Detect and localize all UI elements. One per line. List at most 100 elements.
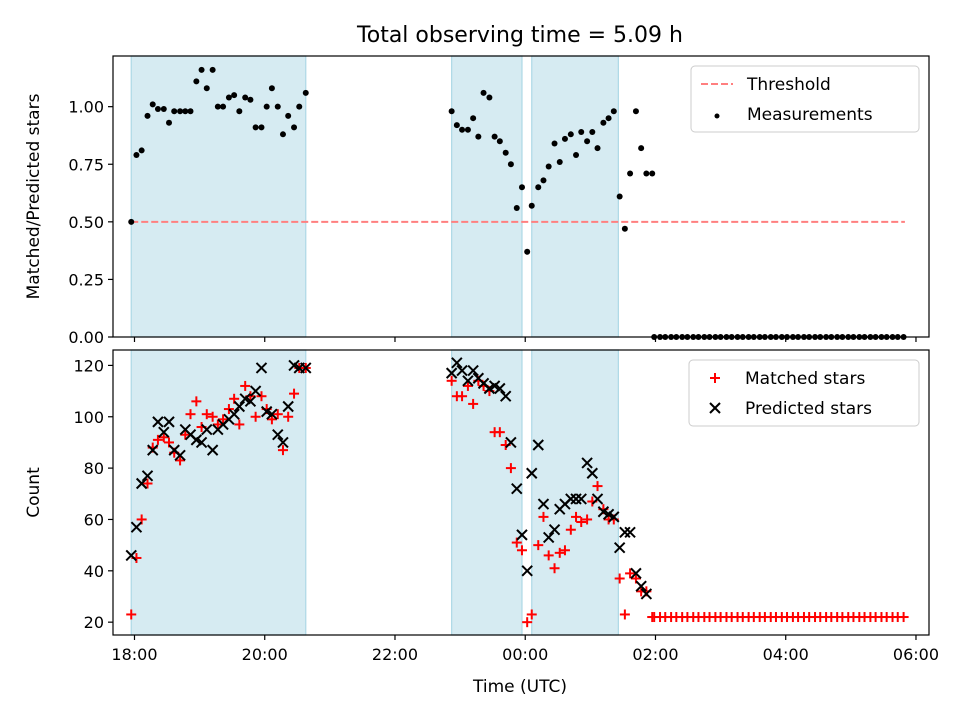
matched-star-point	[446, 375, 457, 386]
predicted-star-point	[532, 439, 544, 451]
matched-star-point	[576, 517, 587, 528]
measurement-point	[302, 89, 309, 96]
measurement-point	[296, 103, 303, 110]
measurement-point	[513, 205, 520, 212]
predicted-star-point	[233, 400, 246, 413]
predicted-star-point	[277, 436, 289, 449]
measurement-point	[177, 108, 184, 115]
predicted-star-point	[244, 395, 257, 408]
measurement-point	[128, 218, 135, 225]
count-xtick-label: 02:00	[632, 645, 678, 664]
measurement-point	[496, 138, 503, 145]
ratio-ytick-label: 0.75	[68, 155, 104, 174]
measurement-point	[507, 161, 514, 168]
count-axes-frame	[112, 349, 930, 636]
predicted-star-point	[467, 364, 479, 377]
predicted-star-point	[462, 375, 474, 387]
measurement-point	[475, 133, 482, 140]
measurement-point	[616, 193, 623, 200]
ratio-span-2	[531, 55, 619, 338]
matched-star-point	[468, 398, 479, 409]
legend-matched-swatch	[710, 373, 720, 383]
measurement-point	[551, 140, 558, 147]
count-ytick-label: 40	[84, 562, 104, 581]
count-ytick-label: 120	[73, 356, 104, 375]
measurement-point	[518, 184, 525, 191]
predicted-star-point	[591, 493, 604, 505]
count-series-0	[126, 362, 909, 628]
ratio-ytick-label: 1.00	[68, 98, 104, 117]
measurement-point	[203, 85, 210, 92]
measurement-point	[470, 115, 477, 122]
measurement-point	[209, 66, 216, 73]
matched-star-point	[250, 411, 261, 422]
matched-star-point	[283, 411, 294, 422]
matched-star-point	[565, 524, 576, 535]
predicted-star-point	[206, 444, 219, 456]
matched-star-point	[505, 463, 516, 474]
matched-star-point	[494, 427, 505, 438]
measurement-point	[252, 124, 259, 131]
matched-star-point	[457, 391, 468, 402]
predicted-star-point	[272, 429, 284, 441]
measurement-point	[502, 149, 509, 156]
measurement-point	[166, 119, 173, 126]
predicted-star-point	[608, 511, 620, 523]
measurement-point	[605, 115, 612, 122]
ratio-legend-box	[690, 65, 920, 133]
measurement-point	[540, 177, 547, 184]
predicted-star-point	[542, 531, 555, 544]
ratio-legend: Threshold Measurements	[690, 65, 920, 133]
predicted-star-point	[516, 529, 528, 541]
matched-star-point	[538, 511, 549, 522]
predicted-star-point	[613, 541, 626, 554]
predicted-star-point	[152, 416, 164, 428]
predicted-star-point	[255, 362, 268, 374]
count-xtick-label: 18:00	[111, 645, 157, 664]
matched-star-point	[462, 380, 473, 391]
measurement-point	[627, 170, 634, 177]
measurement-point	[567, 131, 574, 138]
count-ytick-label: 60	[84, 510, 104, 529]
ratio-y-axis-label: Matched/Predicted stars	[24, 93, 44, 299]
matched-star-point	[277, 445, 288, 456]
matched-star-point	[240, 380, 251, 391]
measurement-point	[187, 108, 194, 115]
measurement-point	[578, 129, 585, 136]
measurement-point	[160, 105, 167, 112]
predicted-star-point	[195, 436, 208, 449]
measurement-point	[545, 163, 552, 170]
measurement-point	[236, 108, 243, 115]
measurement-point	[242, 94, 249, 101]
measurement-point	[610, 108, 617, 115]
count-ytick-label: 80	[84, 459, 104, 478]
predicted-star-point	[135, 477, 148, 490]
ratio-span-0	[130, 55, 307, 338]
predicted-star-point	[548, 524, 561, 536]
measurement-point	[486, 94, 493, 101]
measurement-point	[524, 248, 531, 255]
measurement-point	[589, 129, 596, 136]
count-legend: Matched stars Predicted stars	[688, 359, 920, 427]
predicted-star-point	[147, 444, 159, 456]
matched-star-point	[234, 419, 245, 430]
ratio-span-1	[451, 55, 523, 338]
measurement-point	[448, 108, 455, 115]
legend-entry-label: Threshold	[746, 75, 831, 95]
count-panel: 20 40 60 80 100 120 18:00 20:00 22:00 00:00 02:00 0…	[24, 349, 939, 664]
matched-star-point	[614, 573, 625, 584]
count-xtick-label: 06:00	[893, 645, 939, 664]
matched-star-point	[175, 455, 186, 466]
ratio-axes-frame	[112, 55, 930, 338]
measurement-point	[556, 158, 563, 165]
measurement-point	[279, 131, 286, 138]
measurement-point	[643, 170, 650, 177]
measurement-point	[480, 89, 487, 96]
matched-star-point	[142, 478, 153, 489]
matched-star-point	[201, 409, 212, 420]
predicted-star-point	[445, 367, 458, 379]
legend-entry-label: Measurements	[747, 105, 873, 125]
measurement-point	[649, 170, 656, 177]
measurement-point	[182, 108, 189, 115]
predicted-star-point	[537, 498, 550, 510]
